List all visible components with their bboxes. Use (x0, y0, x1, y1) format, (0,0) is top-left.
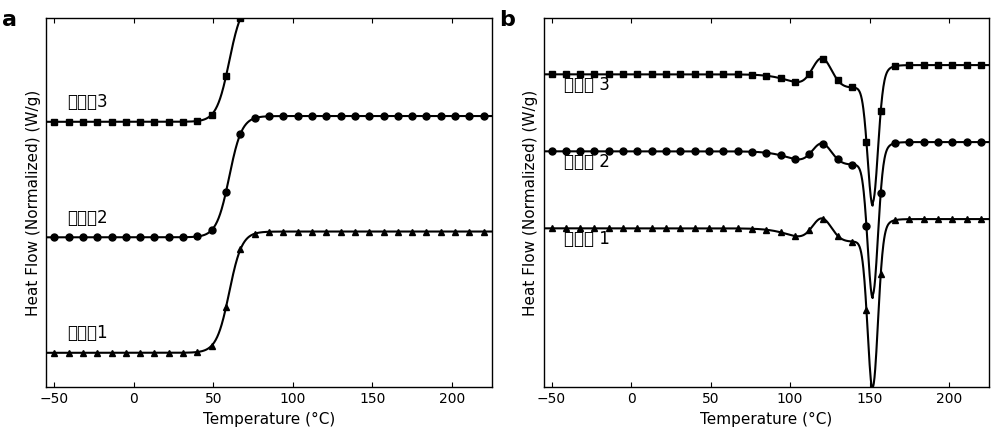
Y-axis label: Heat Flow (Normalized) (W/g): Heat Flow (Normalized) (W/g) (523, 89, 538, 316)
X-axis label: Temperature (°C): Temperature (°C) (700, 412, 832, 427)
X-axis label: Temperature (°C): Temperature (°C) (203, 412, 335, 427)
Text: a: a (2, 11, 17, 31)
Text: 实施例 3: 实施例 3 (564, 76, 610, 94)
Text: 实施例 2: 实施例 2 (564, 152, 610, 170)
Text: 实施例 1: 实施例 1 (564, 230, 610, 247)
Y-axis label: Heat Flow (Normalized) (W/g): Heat Flow (Normalized) (W/g) (26, 89, 41, 316)
Text: 实施例3: 实施例3 (67, 93, 108, 111)
Text: 实施例2: 实施例2 (67, 208, 108, 227)
Text: b: b (499, 11, 515, 31)
Text: 实施例1: 实施例1 (67, 324, 108, 342)
